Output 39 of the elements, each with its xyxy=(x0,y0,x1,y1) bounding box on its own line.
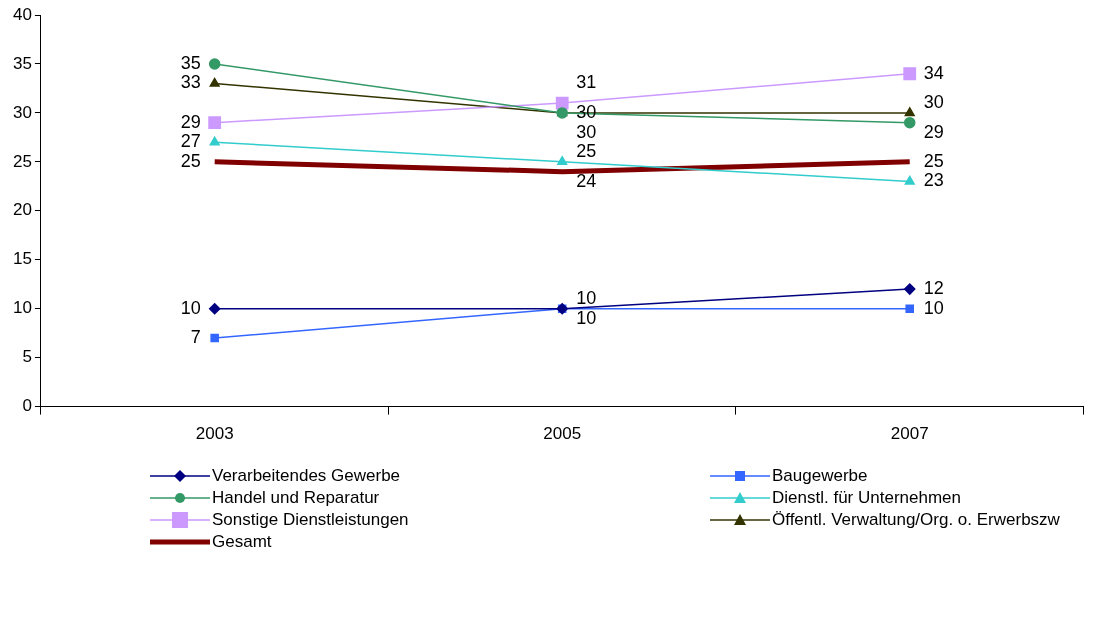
legend-label: Handel und Reparatur xyxy=(212,487,380,508)
data-label: 10 xyxy=(923,297,944,318)
legend-label: Dienstl. für Unternehmen xyxy=(772,487,961,508)
data-label: 34 xyxy=(923,62,944,83)
data-label: 7 xyxy=(190,327,201,348)
y-tick-label: 20 xyxy=(12,200,32,220)
data-label: 25 xyxy=(180,150,201,171)
y-tick-label: 30 xyxy=(12,102,32,122)
data-label: 23 xyxy=(923,170,944,191)
legend-label: Baugewerbe xyxy=(772,465,868,486)
data-label: 35 xyxy=(180,52,201,73)
data-label: 29 xyxy=(180,111,201,132)
data-label: 30 xyxy=(576,121,597,142)
data-label: 10 xyxy=(180,297,201,318)
x-tick-label: 2007 xyxy=(890,424,929,444)
data-label: 10 xyxy=(576,307,597,328)
data-label: 10 xyxy=(576,287,597,308)
y-tick-label: 25 xyxy=(12,151,32,171)
data-label: 33 xyxy=(180,72,201,93)
y-tick-label: 40 xyxy=(12,4,32,24)
legend-label: Sonstige Dienstleistungen xyxy=(212,509,409,530)
x-tick-label: 2003 xyxy=(195,424,234,444)
data-label: 25 xyxy=(576,140,597,161)
data-label: 30 xyxy=(923,91,944,112)
data-label: 31 xyxy=(576,72,597,93)
y-tick-label: 5 xyxy=(22,347,32,367)
y-tick-label: 15 xyxy=(12,249,32,269)
data-label: 25 xyxy=(923,150,944,171)
data-label: 27 xyxy=(180,131,201,152)
legend-label: Gesamt xyxy=(212,531,272,552)
y-tick-label: 35 xyxy=(12,53,32,73)
data-label: 29 xyxy=(923,121,944,142)
data-label: 12 xyxy=(923,278,944,299)
y-tick-label: 10 xyxy=(12,298,32,318)
data-label: 24 xyxy=(576,170,597,191)
y-tick-label: 0 xyxy=(22,396,32,416)
legend-label: Verarbeitendes Gewerbe xyxy=(212,465,401,486)
x-tick-label: 2005 xyxy=(543,424,582,444)
legend-label: Öffentl. Verwaltung/Org. o. Erwerbszw xyxy=(772,509,1060,530)
